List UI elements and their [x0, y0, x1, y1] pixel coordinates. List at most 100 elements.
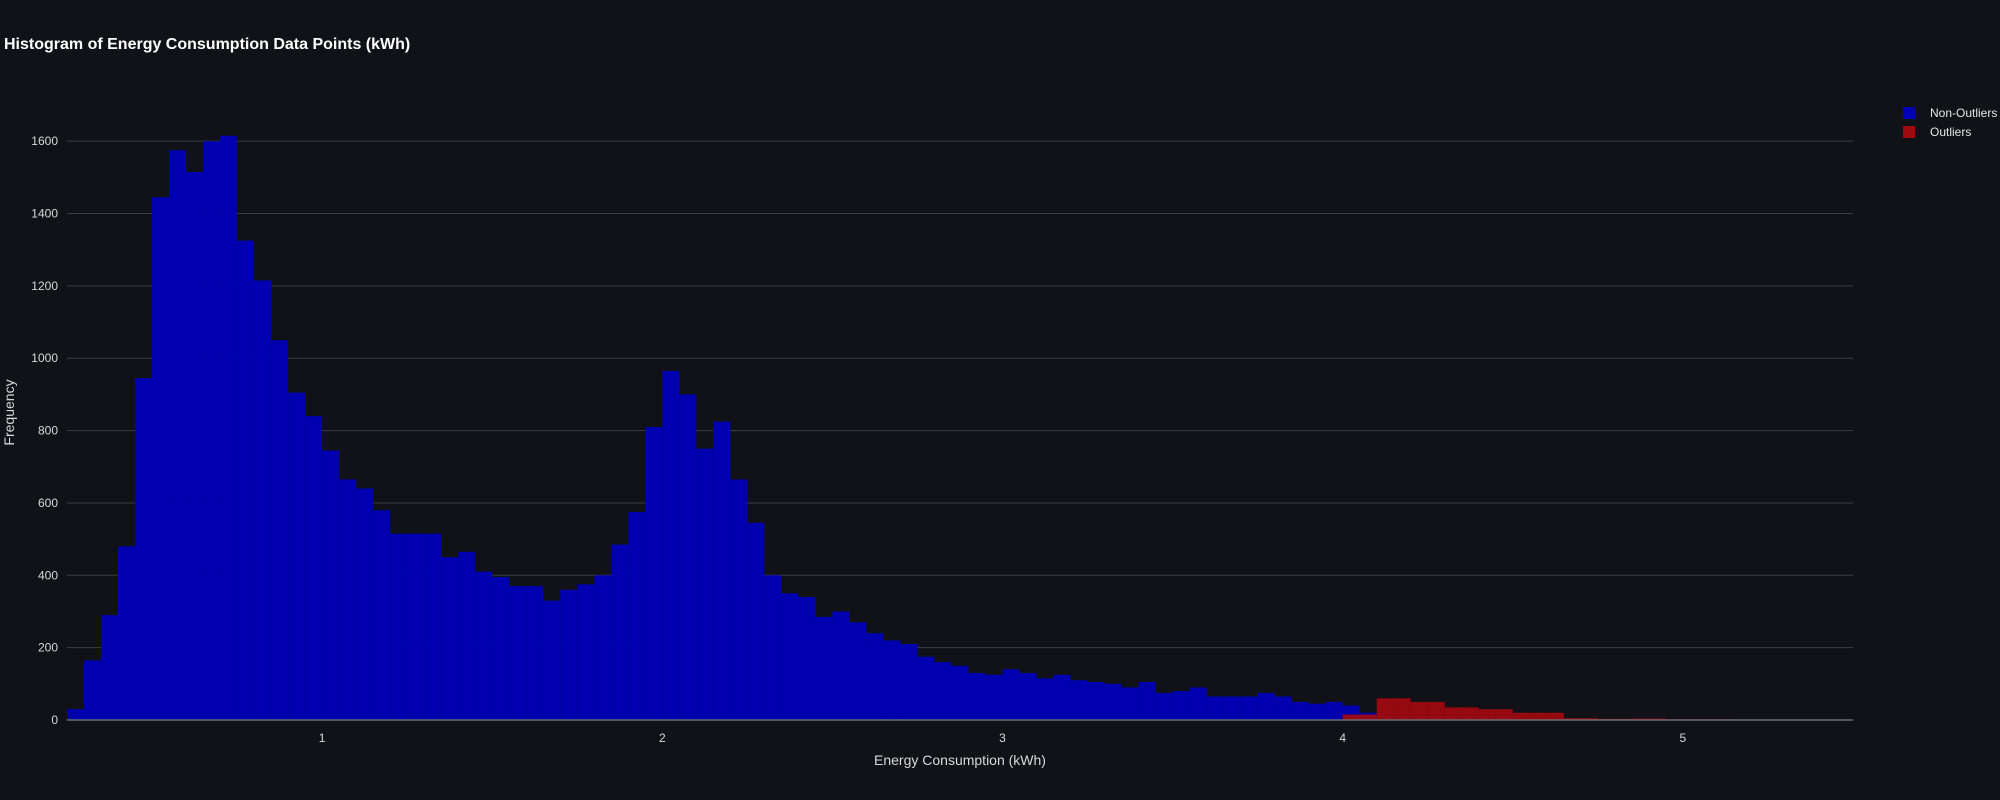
histogram-bar — [1563, 718, 1581, 720]
histogram-bar — [305, 416, 323, 720]
histogram-bar — [1087, 682, 1105, 720]
histogram-bar — [186, 171, 204, 721]
legend[interactable]: Non-Outliers Outliers — [1903, 106, 1997, 139]
histogram-bar — [968, 672, 986, 720]
histogram-bar — [1495, 709, 1513, 720]
histogram-bar — [662, 370, 680, 720]
histogram-bar — [1206, 696, 1224, 720]
histogram-bar — [1291, 701, 1309, 720]
histogram-bar — [1308, 703, 1326, 720]
histogram-bar — [1580, 718, 1598, 720]
histogram-bar — [1376, 698, 1394, 720]
x-tick-label: 3 — [999, 731, 1006, 745]
histogram-bar — [696, 448, 714, 720]
histogram-bar — [1359, 714, 1377, 720]
histogram-bar — [1342, 714, 1360, 720]
histogram-bar — [747, 522, 765, 720]
y-tick-label: 200 — [38, 641, 58, 655]
histogram-bar — [1512, 712, 1530, 720]
histogram-bar — [1172, 691, 1190, 720]
histogram-bar — [798, 597, 816, 720]
legend-swatch[interactable] — [1903, 107, 1915, 119]
histogram-bar — [815, 616, 833, 720]
histogram-bar — [560, 589, 578, 720]
histogram-bar — [390, 533, 408, 720]
x-tick-labels: 1 2 3 4 5 — [319, 731, 1687, 745]
histogram-bar — [1002, 669, 1020, 720]
histogram-bar — [1393, 698, 1411, 720]
histogram-bar — [84, 660, 102, 720]
histogram-bar — [101, 615, 119, 720]
histogram-bar — [1546, 712, 1564, 720]
histogram-bar — [832, 611, 850, 720]
histogram-bar — [288, 392, 306, 720]
histogram-bar — [475, 571, 493, 720]
y-tick-label: 1000 — [31, 351, 58, 365]
histogram-bar — [951, 665, 969, 720]
histogram-bar — [441, 557, 459, 720]
histogram-bar — [492, 577, 510, 720]
histogram-bar — [1240, 696, 1258, 720]
y-tick-label: 800 — [38, 424, 58, 438]
bars-layer — [67, 135, 1768, 721]
x-tick-label: 5 — [1680, 731, 1687, 745]
histogram-bar — [220, 135, 238, 720]
histogram-bar — [254, 280, 272, 720]
histogram-bar — [645, 426, 663, 720]
histogram-bar — [526, 586, 544, 720]
histogram-bar — [781, 593, 799, 720]
histogram-bar — [1529, 712, 1547, 720]
x-tick-label: 1 — [319, 731, 326, 745]
y-tick-label: 400 — [38, 568, 58, 582]
histogram-bar — [1019, 672, 1037, 720]
histogram-bar — [1036, 678, 1054, 720]
histogram-bar — [271, 340, 289, 720]
x-tick-label: 2 — [659, 731, 666, 745]
histogram-bar — [1444, 707, 1462, 720]
histogram-bar — [339, 479, 357, 720]
y-tick-label: 1400 — [31, 207, 58, 221]
histogram-bar — [67, 709, 85, 720]
histogram-bar — [407, 533, 425, 720]
legend-swatch[interactable] — [1903, 126, 1915, 138]
histogram-bar — [1427, 701, 1445, 720]
y-tick-label: 1600 — [31, 134, 58, 148]
chart-title: Histogram of Energy Consumption Data Poi… — [4, 36, 410, 53]
legend-item-label[interactable]: Non-Outliers — [1930, 106, 1997, 120]
histogram-bar — [1274, 696, 1292, 720]
histogram-bar — [373, 510, 391, 720]
x-tick-label: 4 — [1339, 731, 1346, 745]
histogram-bar — [628, 511, 646, 720]
histogram-bar — [866, 633, 884, 720]
histogram-bar — [934, 662, 952, 720]
histogram-bar — [1478, 709, 1496, 720]
y-tick-labels: 0 200 400 600 800 1000 1200 1400 1600 — [31, 134, 58, 727]
x-axis-label: Energy Consumption (kWh) — [874, 752, 1046, 768]
y-axis-label: Frequency — [1, 379, 17, 445]
histogram-bar — [1461, 707, 1479, 720]
histogram-bar — [849, 622, 867, 720]
histogram-bar — [543, 600, 561, 720]
histogram-bar — [152, 197, 170, 720]
histogram-bar — [356, 488, 374, 720]
y-tick-label: 1200 — [31, 279, 58, 293]
legend-item-label[interactable]: Outliers — [1930, 125, 1971, 139]
histogram-bar — [594, 575, 612, 720]
histogram-bar — [1138, 682, 1156, 720]
histogram-bar — [1070, 680, 1088, 720]
histogram-bar — [611, 544, 629, 720]
histogram-bar — [730, 479, 748, 720]
histogram-bar — [1325, 701, 1343, 720]
histogram-bar — [883, 640, 901, 720]
histogram-bar — [1223, 696, 1241, 720]
histogram-bar — [1053, 674, 1071, 720]
histogram-bar — [1257, 692, 1275, 720]
histogram-bar — [169, 150, 187, 720]
histogram-bar — [135, 378, 153, 720]
histogram-bar — [577, 584, 595, 720]
histogram-bar — [713, 421, 731, 720]
histogram-bar — [118, 546, 136, 720]
histogram-bar — [679, 394, 697, 720]
